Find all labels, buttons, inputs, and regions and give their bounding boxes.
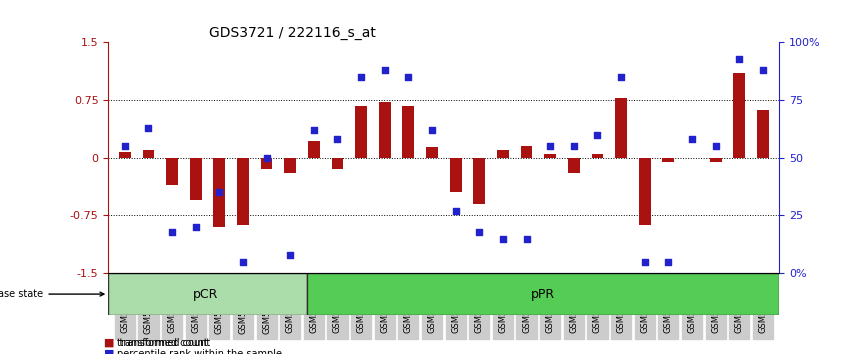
Bar	[378, 102, 391, 158]
Text: GDS3721 / 222116_s_at: GDS3721 / 222116_s_at	[209, 26, 376, 40]
Text: ■  transformed count
■  percentile rank within the sample: ■ transformed count ■ percentile rank wi…	[104, 338, 284, 354]
Bar	[143, 150, 154, 158]
Text: ■: ■	[104, 349, 114, 354]
Point	[614, 74, 628, 80]
Bar	[497, 150, 509, 158]
FancyBboxPatch shape	[108, 273, 307, 315]
Point	[449, 208, 462, 214]
Point	[378, 67, 391, 73]
Point	[307, 127, 320, 133]
Bar	[308, 141, 320, 158]
Point	[520, 236, 533, 241]
Point	[189, 224, 203, 230]
Bar	[615, 98, 627, 158]
Point	[118, 143, 132, 149]
Point	[354, 74, 368, 80]
Point	[756, 67, 770, 73]
Text: disease state: disease state	[0, 289, 104, 299]
Point	[402, 74, 416, 80]
Bar	[261, 158, 273, 169]
Bar	[474, 158, 485, 204]
Bar	[662, 158, 675, 162]
Point	[425, 127, 439, 133]
Point	[591, 132, 604, 138]
Point	[331, 137, 345, 142]
Bar	[591, 154, 604, 158]
Bar	[237, 158, 249, 225]
Point	[283, 252, 297, 257]
Point	[708, 143, 722, 149]
Point	[260, 155, 274, 161]
Bar	[734, 73, 745, 158]
Bar	[403, 105, 414, 158]
Point	[685, 137, 699, 142]
Bar	[332, 158, 344, 169]
Bar	[190, 158, 202, 200]
Text: percentile rank within the sample: percentile rank within the sample	[117, 349, 282, 354]
Bar	[544, 154, 556, 158]
Bar	[449, 158, 462, 193]
Text: transformed count: transformed count	[117, 338, 208, 348]
Bar	[213, 158, 225, 227]
Bar	[426, 147, 438, 158]
Text: ■: ■	[104, 338, 114, 348]
Point	[567, 143, 581, 149]
Bar	[284, 158, 296, 173]
Point	[212, 190, 226, 195]
Point	[637, 259, 651, 264]
Text: pPR: pPR	[531, 287, 555, 301]
Bar	[639, 158, 650, 225]
FancyBboxPatch shape	[307, 273, 779, 315]
Point	[472, 229, 486, 234]
Bar	[709, 158, 721, 162]
Bar	[166, 158, 178, 185]
Text: pCR: pCR	[192, 287, 218, 301]
Point	[733, 56, 746, 62]
Point	[141, 125, 155, 131]
Point	[165, 229, 179, 234]
Bar	[757, 110, 769, 158]
Bar	[568, 158, 579, 173]
Bar	[520, 146, 533, 158]
Point	[662, 259, 675, 264]
Bar	[355, 105, 367, 158]
Bar	[119, 152, 131, 158]
Point	[543, 143, 557, 149]
Point	[496, 236, 510, 241]
Point	[236, 259, 250, 264]
